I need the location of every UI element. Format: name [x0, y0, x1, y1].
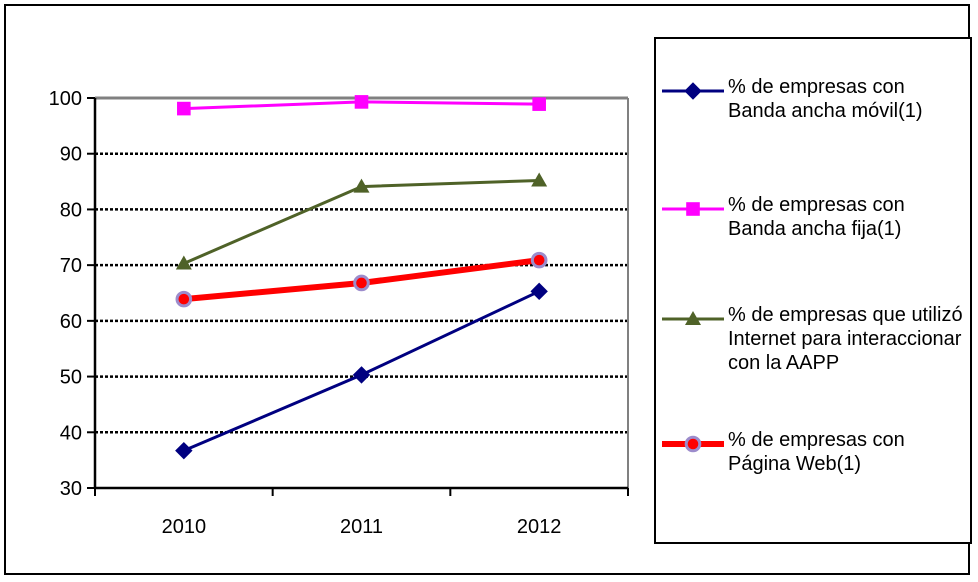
data-point [177, 101, 191, 116]
series-group [175, 95, 548, 460]
data-point [531, 172, 548, 187]
series-2 [177, 95, 546, 116]
data-point [530, 251, 548, 269]
data-point [175, 441, 193, 460]
y-tick-label: 60 [60, 311, 82, 333]
legend-swatch [662, 82, 724, 100]
x-tick-label: 2012 [517, 516, 562, 538]
tick-labels: 30 40 50 60 70 80 90 100 2010 2011 2012 [49, 88, 562, 538]
y-tick-label: 50 [60, 367, 82, 389]
data-point [530, 282, 548, 301]
legend-swatch [662, 435, 724, 453]
y-tick-label: 40 [60, 422, 82, 444]
legend-swatch [662, 202, 724, 216]
series-1 [175, 282, 548, 460]
legend-marker [685, 311, 701, 325]
legend-label: % de empresas con Banda ancha móvil(1) [728, 76, 923, 122]
x-tick-label: 2011 [340, 516, 383, 538]
gridlines [95, 152, 628, 434]
legend-label: % de empresas que utilizó Internet para … [728, 304, 963, 374]
data-point [354, 95, 369, 109]
x-tick-label: 2010 [162, 516, 207, 538]
data-point [175, 255, 192, 270]
legend: % de empresas con Banda ancha móvil(1) % … [654, 37, 972, 544]
series-3 [175, 172, 548, 270]
legend-marker [684, 82, 702, 100]
data-point [353, 178, 370, 193]
series-4 [175, 251, 548, 308]
legend-marker [684, 435, 702, 453]
data-point [353, 274, 370, 292]
data-point [175, 290, 193, 308]
data-point [352, 366, 371, 384]
legend-label: % de empresas con Página Web(1) [728, 429, 905, 475]
y-tick-label: 70 [60, 255, 82, 277]
y-tick-label: 80 [60, 199, 82, 221]
y-tick-label: 30 [60, 478, 82, 500]
series-line [183, 178, 540, 265]
axes [87, 96, 629, 496]
y-tick-label: 90 [60, 144, 82, 166]
y-tick-label: 100 [49, 88, 82, 110]
legend-swatch [662, 311, 724, 325]
legend-label: % de empresas con Banda ancha fija(1) [728, 194, 905, 240]
legend-marker [686, 202, 700, 216]
data-point [532, 97, 546, 111]
